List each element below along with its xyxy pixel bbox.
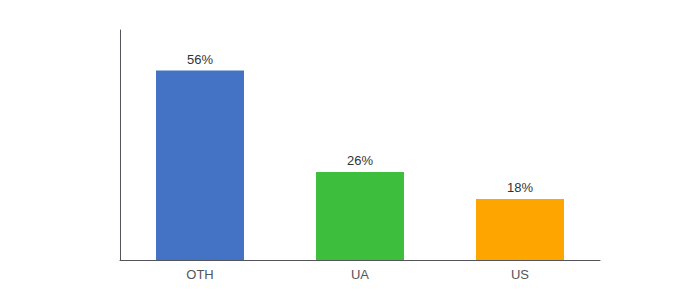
svg-text:UA: UA [351, 267, 369, 282]
svg-text:18%: 18% [507, 180, 533, 195]
svg-text:26%: 26% [347, 153, 373, 168]
svg-text:US: US [511, 267, 529, 282]
svg-text:56%: 56% [187, 52, 213, 67]
svg-text:OTH: OTH [186, 267, 213, 282]
